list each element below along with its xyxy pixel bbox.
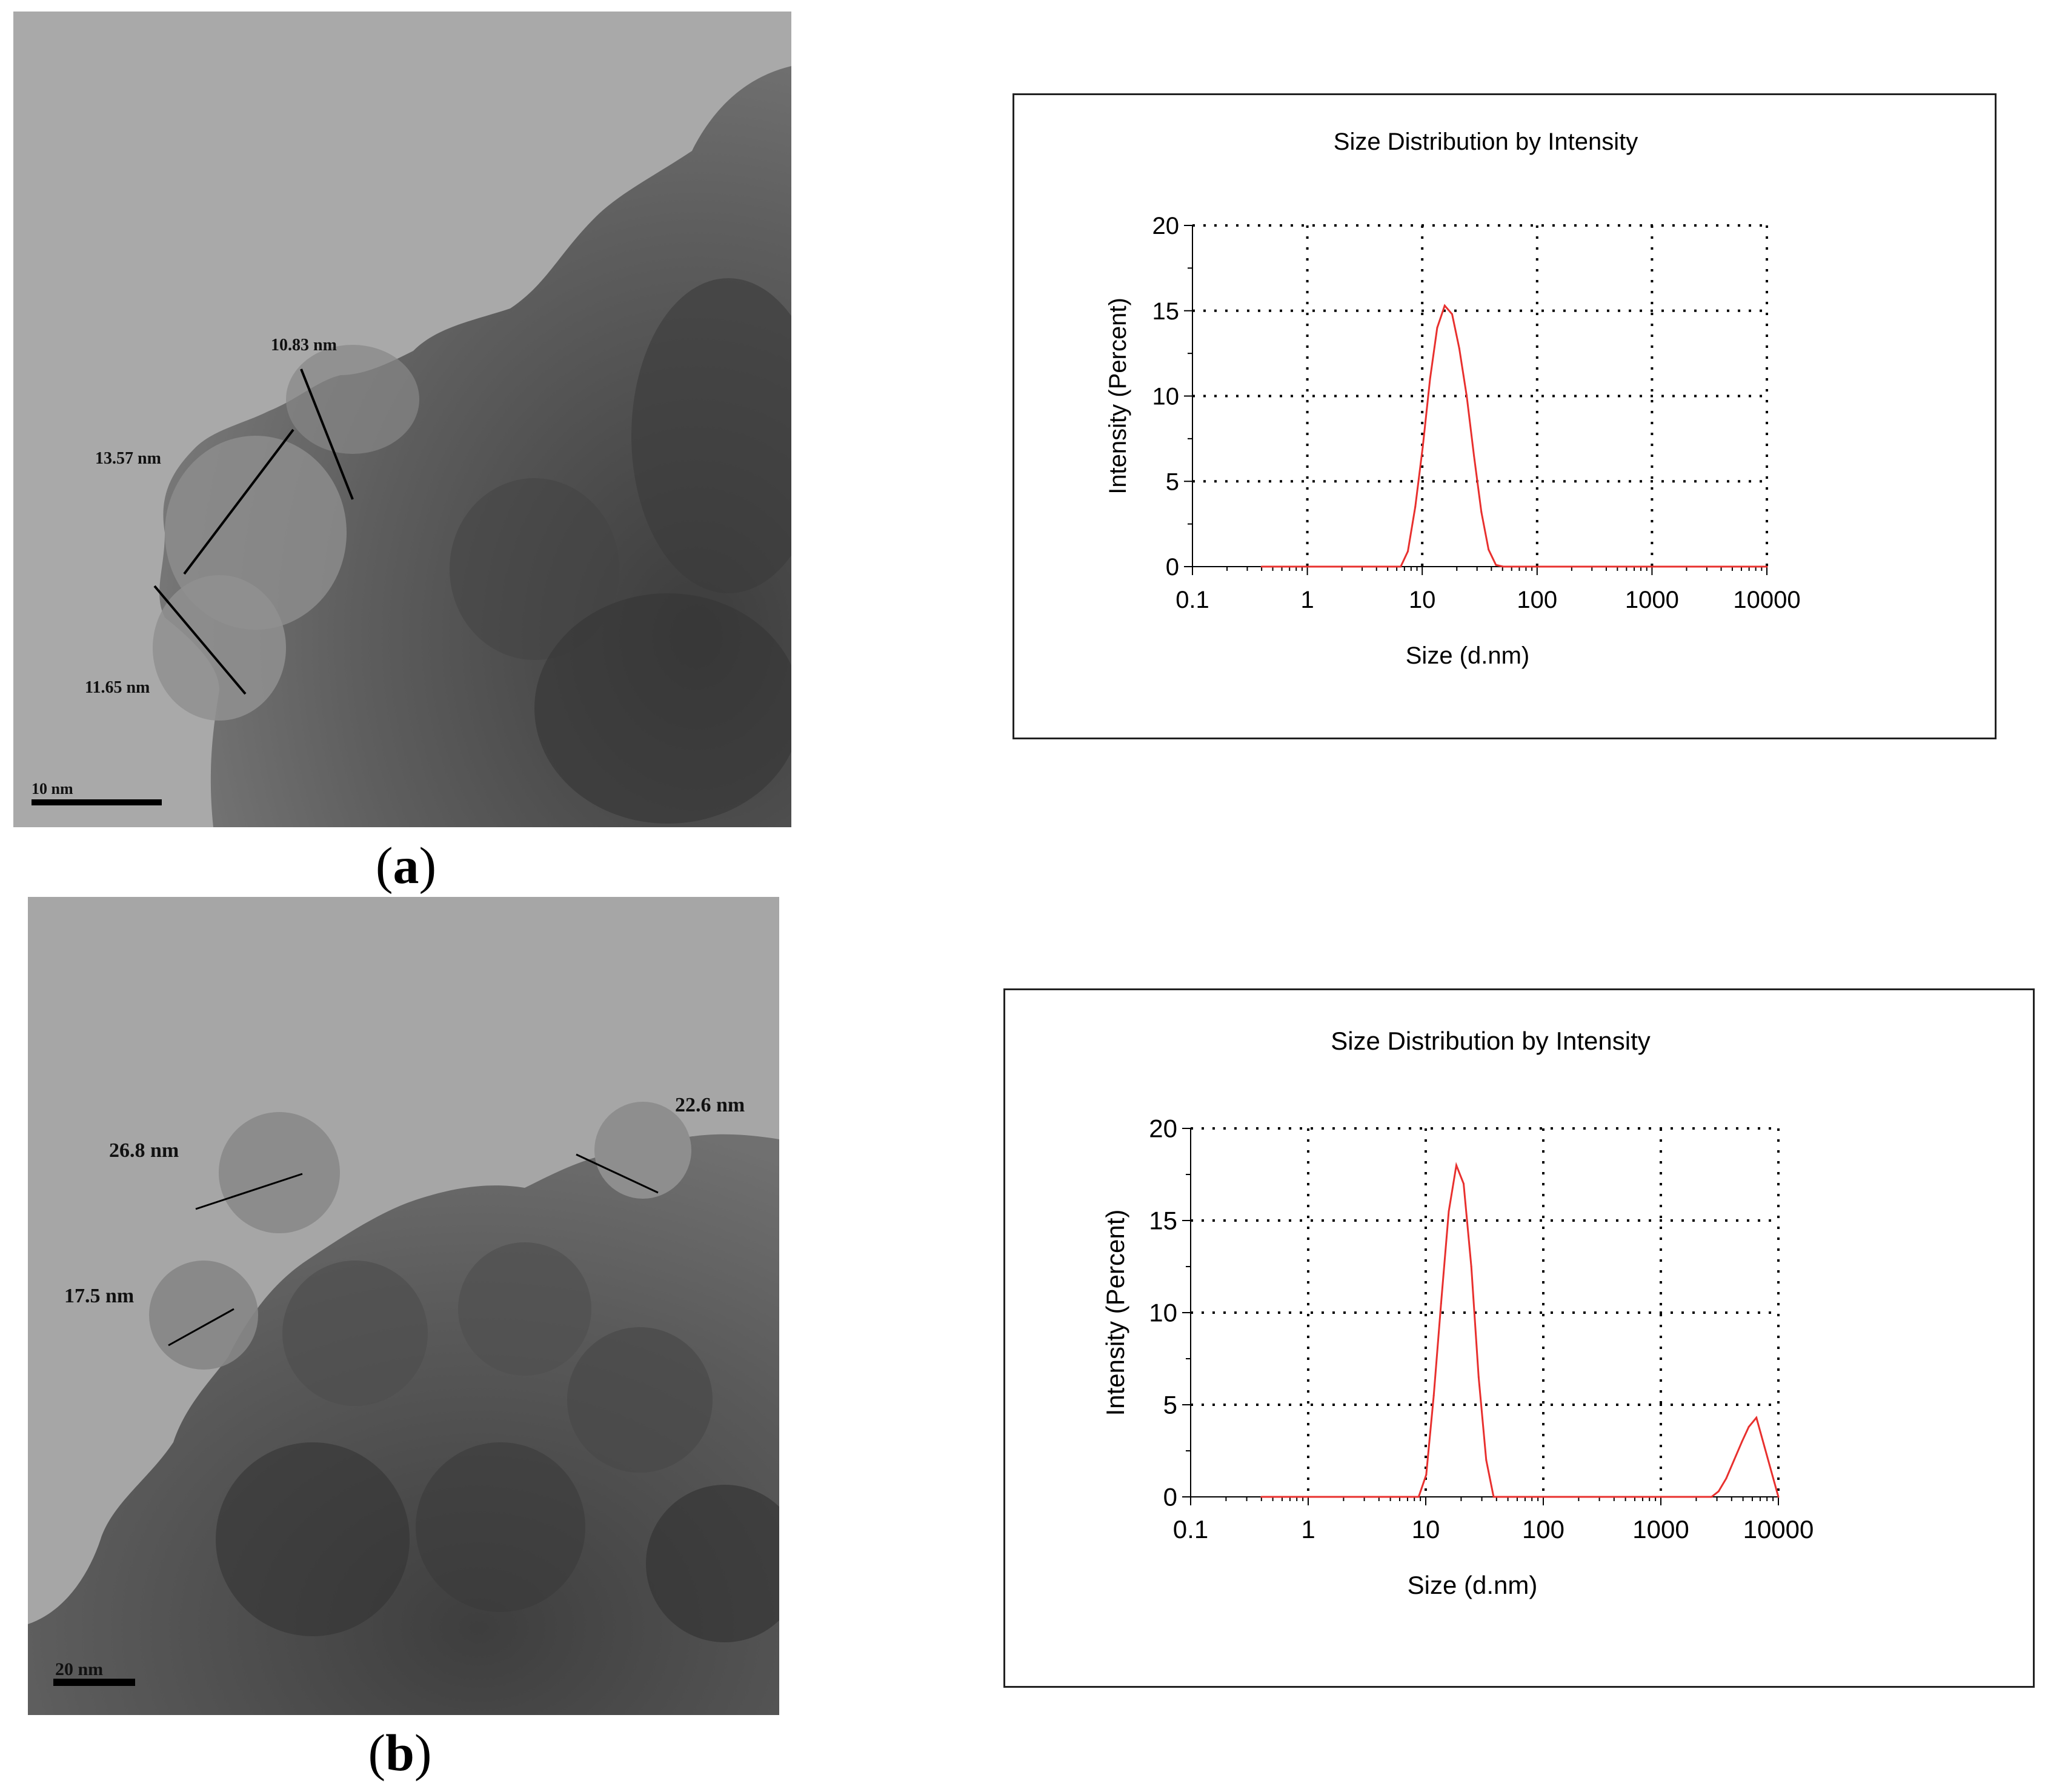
data-point (1766, 565, 1768, 568)
data-point (1470, 1265, 1472, 1268)
x-tick-label: 1000 (1632, 1515, 1689, 1544)
data-point (1425, 1474, 1428, 1476)
tem-measurement-label: 11.65 nm (85, 678, 150, 697)
x-tick-label: 10 (1409, 587, 1436, 613)
tem-image-a-drawing (13, 12, 791, 827)
data-point (1733, 1459, 1735, 1461)
data-point (1458, 347, 1460, 350)
x-tick-label: 10000 (1733, 587, 1800, 613)
data-point (1260, 1496, 1263, 1498)
data-point (1407, 550, 1409, 553)
x-axis-label: Size (d.nm) (1406, 642, 1530, 669)
data-point (1400, 565, 1402, 568)
data-point (1443, 304, 1446, 307)
data-point (1747, 1426, 1750, 1428)
data-point (1473, 455, 1475, 457)
data-point (1436, 327, 1438, 329)
x-tick-label: 10 (1412, 1515, 1440, 1544)
data-point (1502, 565, 1505, 568)
intensity-series-line (1262, 304, 1767, 568)
data-point (1488, 548, 1490, 551)
y-tick-label: 10 (1149, 1299, 1177, 1327)
scale-bar (53, 1679, 135, 1686)
y-tick-label: 20 (1152, 213, 1180, 239)
y-tick-label: 20 (1149, 1114, 1177, 1143)
data-point (1429, 378, 1431, 380)
data-point (1725, 1477, 1727, 1480)
tem-image-a: 10.83 nm 13.57 nm 11.65 nm 10 nm (13, 12, 791, 827)
scale-bar (32, 799, 162, 805)
data-point (1480, 511, 1483, 513)
chart-title: Size Distribution by Intensity (1334, 128, 1638, 155)
y-tick-label: 0 (1163, 1483, 1177, 1511)
scale-bar-label: 10 nm (32, 780, 73, 798)
data-point (1432, 1394, 1435, 1397)
chart-title: Size Distribution by Intensity (1331, 1027, 1651, 1055)
y-tick-label: 10 (1152, 384, 1180, 410)
data-point (1260, 565, 1263, 568)
x-tick-label: 1000 (1625, 587, 1679, 613)
y-axis-label: Intensity (Percent) (1105, 298, 1131, 495)
x-tick-label: 10000 (1743, 1515, 1814, 1544)
x-tick-label: 100 (1517, 587, 1557, 613)
chart-frame-a: Size Distribution by Intensity 0 5 10 15 20 0.… (1013, 93, 1997, 739)
tem-measurement-label: 26.8 nm (109, 1139, 179, 1162)
data-point (1466, 395, 1468, 397)
size-distribution-chart-a: Size Distribution by Intensity 0 5 10 15 20 0.… (1105, 128, 1801, 669)
tem-measurement-label: 10.83 nm (271, 336, 337, 355)
x-tick-label: 1 (1300, 587, 1314, 613)
data-point (1711, 1496, 1713, 1498)
x-tick-label: 0.1 (1173, 1515, 1208, 1544)
data-point (1477, 1376, 1480, 1378)
x-axis-label: Size (d.nm) (1408, 1571, 1538, 1599)
data-point (1414, 506, 1417, 508)
y-axis-label: Intensity (Percent) (1101, 1210, 1129, 1416)
chart-frame-b: Size Distribution by Intensity 0 5 10 15 20 0.… (1003, 988, 2035, 1688)
data-point (1451, 313, 1453, 315)
x-tick-label: 1 (1301, 1515, 1315, 1544)
data-point (1755, 1416, 1758, 1419)
data-point (1463, 1182, 1465, 1185)
x-tick-label: 100 (1522, 1515, 1565, 1544)
y-tick-label: 15 (1152, 298, 1180, 325)
size-distribution-chart-b: Size Distribution by Intensity 0 5 10 15 20 0.… (1101, 1027, 1814, 1599)
data-point (1485, 1459, 1488, 1461)
y-tick-label: 0 (1166, 554, 1179, 581)
scale-bar-label: 20 nm (55, 1659, 104, 1679)
x-tick-label: 0.1 (1175, 587, 1209, 613)
tem-measurement-label: 17.5 nm (64, 1285, 135, 1307)
data-point (1741, 1441, 1743, 1443)
data-point (1422, 446, 1424, 448)
y-tick-label: 15 (1149, 1207, 1177, 1235)
data-point (1417, 1496, 1420, 1498)
tem-image-b-drawing (28, 897, 779, 1715)
y-tick-label: 5 (1163, 1391, 1177, 1419)
panel-label-a: (a) (375, 836, 437, 894)
data-point (1495, 564, 1497, 566)
intensity-series-line (1261, 1162, 1780, 1498)
panel-label-b: (b) (368, 1724, 432, 1782)
data-point (1492, 1496, 1495, 1498)
data-point (1717, 1490, 1720, 1493)
data-point (1777, 1496, 1780, 1498)
data-point (1455, 1164, 1457, 1167)
data-point (1448, 1210, 1450, 1213)
y-tick-label: 5 (1166, 468, 1179, 495)
data-point (1440, 1302, 1442, 1305)
tem-image-b: 22.6 nm 26.8 nm 17.5 nm 20 nm (28, 897, 779, 1715)
tem-measurement-label: 22.6 nm (675, 1094, 745, 1116)
tem-measurement-label: 13.57 nm (95, 449, 161, 468)
